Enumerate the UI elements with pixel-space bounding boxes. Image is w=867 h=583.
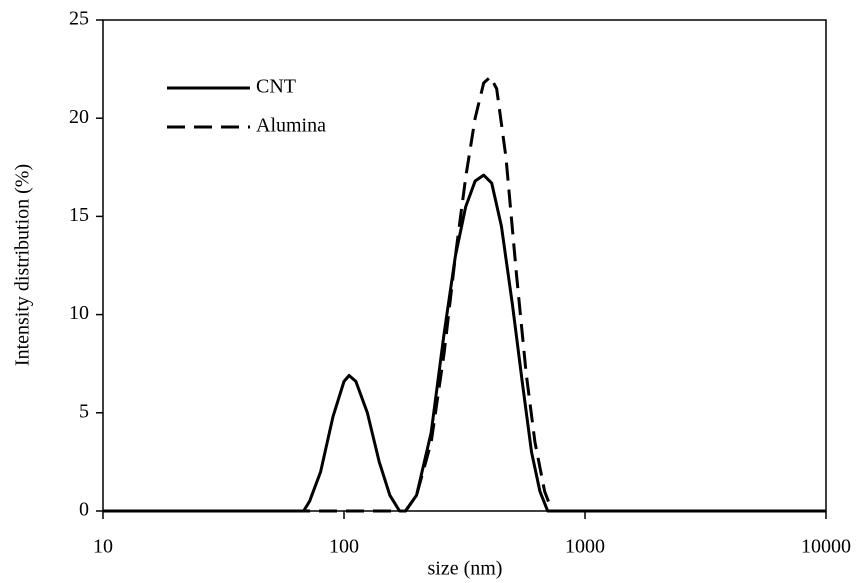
y-axis-label: Intensity distribution (%) — [12, 164, 34, 366]
x-tick-label: 10000 — [801, 536, 851, 558]
legend-label: Alumina — [256, 115, 326, 137]
y-tick-label: 15 — [69, 204, 89, 226]
y-tick-label: 20 — [69, 106, 89, 128]
x-tick-label: 10 — [93, 536, 113, 558]
legend-label: CNT — [256, 76, 296, 98]
y-tick-label: 0 — [79, 499, 89, 521]
plot-frame — [102, 19, 827, 512]
data-line — [103, 173, 826, 513]
y-tick-label: 25 — [69, 8, 89, 30]
data-line — [103, 75, 826, 513]
y-tick-label: 10 — [69, 302, 89, 324]
x-tick-label: 1000 — [565, 536, 605, 558]
x-axis-label: size (nm) — [428, 558, 503, 580]
y-tick-label: 5 — [79, 400, 89, 422]
x-tick-label: 100 — [329, 536, 359, 558]
